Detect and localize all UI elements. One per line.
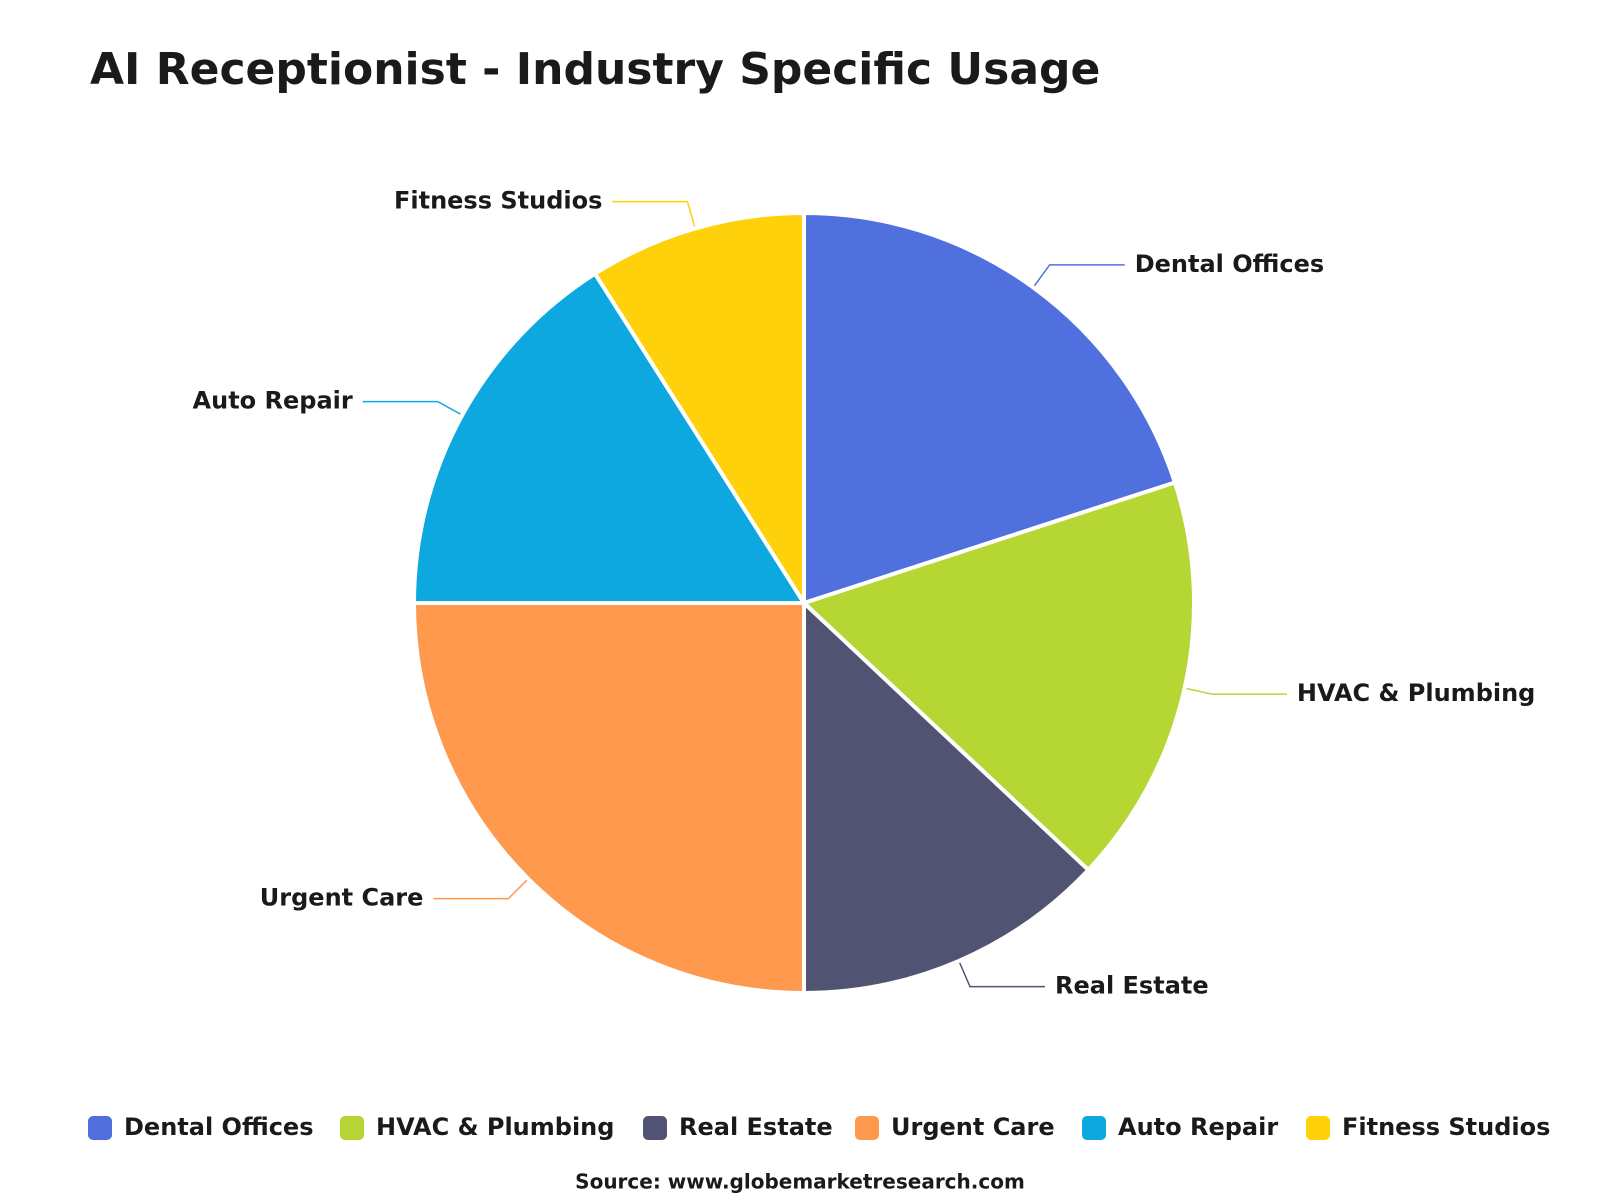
legend-label: Urgent Care: [891, 1113, 1055, 1141]
legend-label: Fitness Studios: [1342, 1113, 1550, 1141]
leader-line: [612, 200, 696, 227]
slice-label: Dental Offices: [1135, 250, 1325, 278]
source: Source: www.globemarketresearch.com: [575, 1170, 1025, 1194]
slice-label: HVAC & Plumbing: [1297, 679, 1535, 707]
pie-slice: [802, 480, 1196, 872]
pie-slice: [802, 601, 1091, 995]
legend-swatch: [855, 1116, 879, 1140]
chart-title: AI Receptionist - Industry Specific Usag…: [90, 44, 1100, 95]
legend-swatch: [643, 1116, 667, 1140]
pie-slice: [412, 601, 806, 995]
legend-swatch: [1306, 1116, 1330, 1140]
leader-line: [1033, 264, 1125, 287]
slice-label: Fitness Studios: [394, 187, 602, 215]
legend-label: Dental Offices: [124, 1113, 314, 1141]
pie-slice: [412, 271, 806, 605]
leader-line: [433, 879, 528, 900]
legend-label: Auto Repair: [1118, 1113, 1278, 1141]
legend-label: HVAC & Plumbing: [376, 1113, 614, 1141]
pie-slice: [593, 211, 806, 605]
pie-slice: [802, 211, 1177, 605]
slice-label: Real Estate: [1055, 972, 1209, 1000]
leader-line: [362, 400, 461, 415]
legend-swatch: [88, 1116, 112, 1140]
leader-line: [958, 962, 1046, 988]
leader-line: [1186, 687, 1287, 695]
legend-swatch: [1082, 1116, 1106, 1140]
slice-label: Auto Repair: [193, 387, 353, 415]
slice-label: Urgent Care: [260, 884, 424, 912]
legend-label: Real Estate: [679, 1113, 833, 1141]
legend-swatch: [340, 1116, 364, 1140]
